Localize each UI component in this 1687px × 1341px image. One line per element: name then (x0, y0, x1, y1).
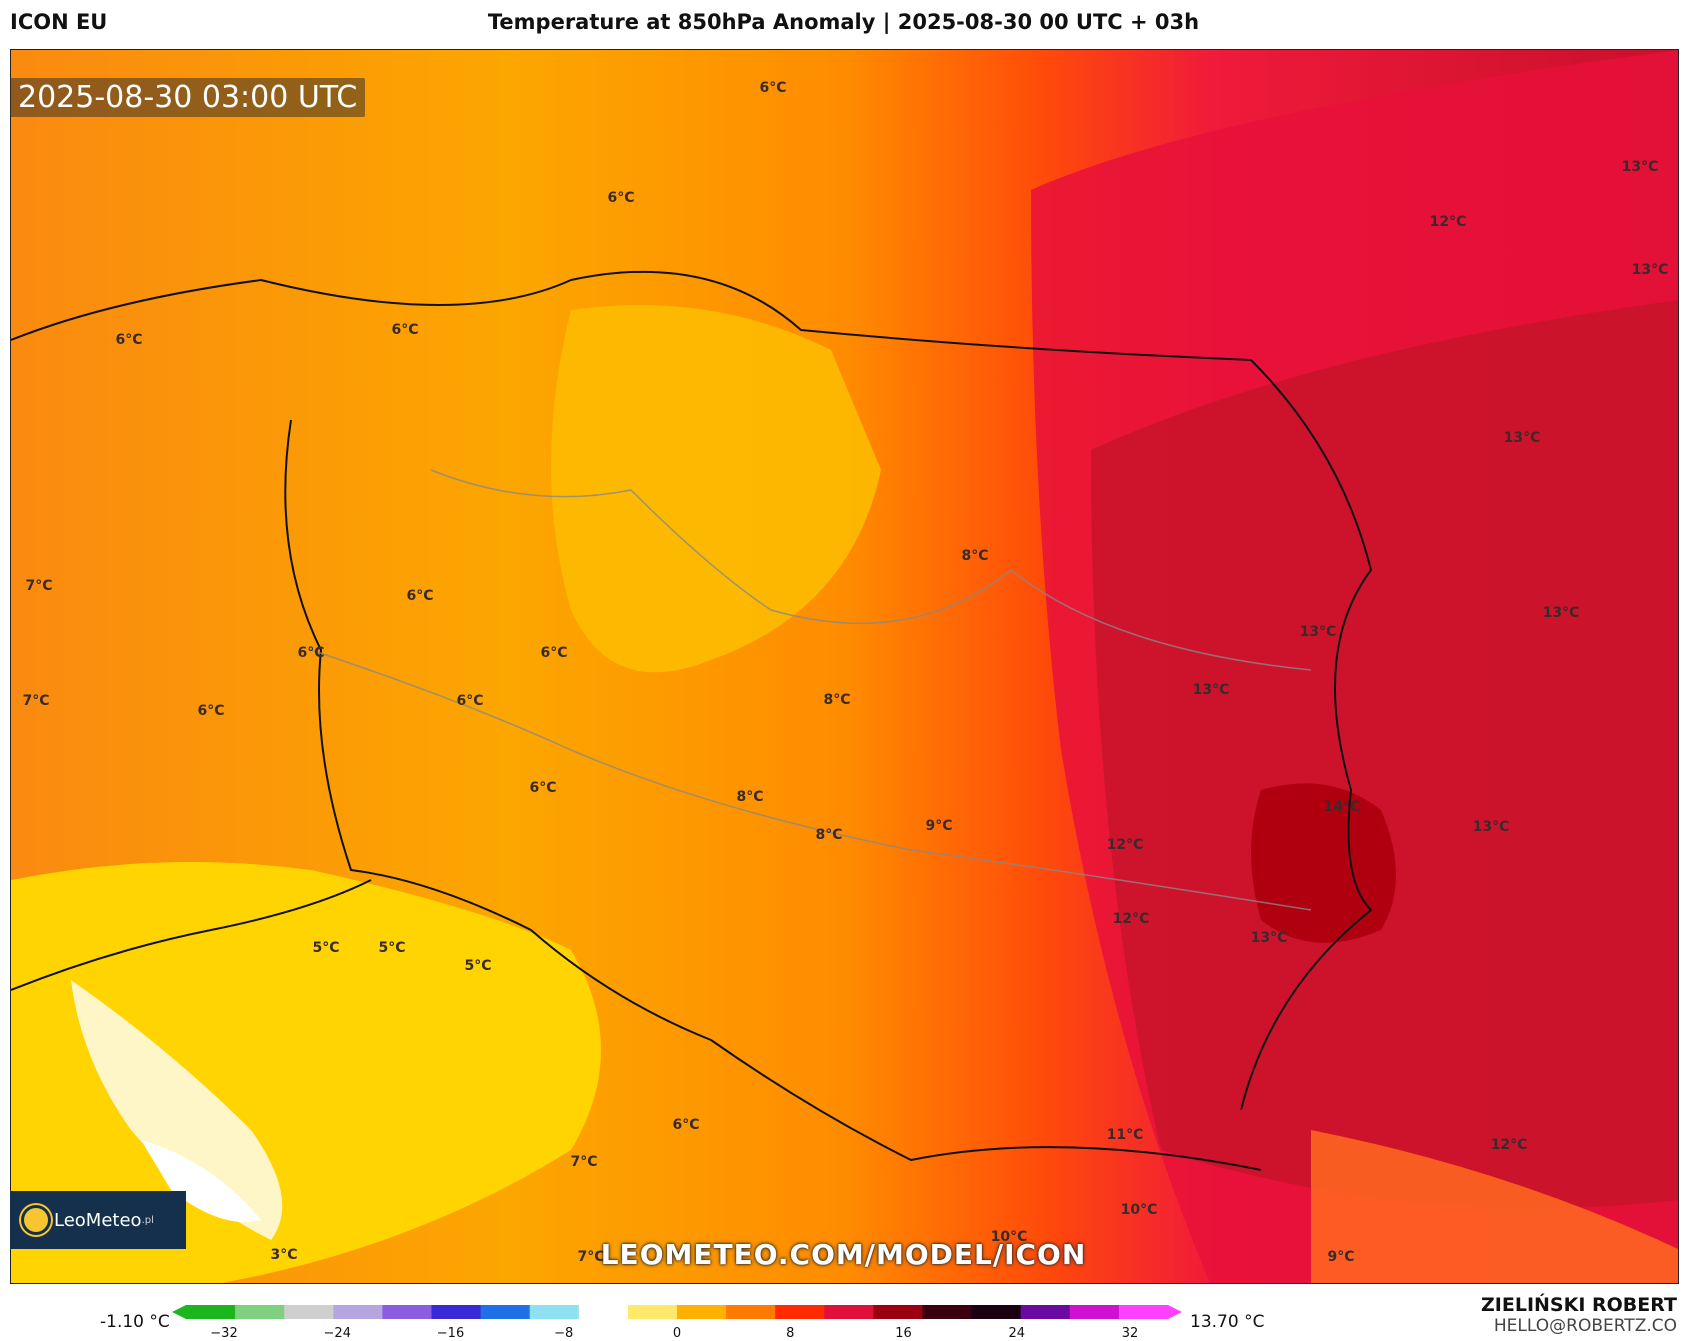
scale-tick-label: 24 (1008, 1326, 1026, 1341)
czech-border (11, 879, 372, 991)
leometeo-logo[interactable]: LeoMeteo .pl (10, 1191, 186, 1249)
scale-tick-label: 16 (895, 1326, 912, 1341)
logo-suffix: .pl (141, 1214, 154, 1226)
temp-label: 12°C (1106, 837, 1144, 853)
logo-text: LeoMeteo (54, 1209, 142, 1231)
temp-label: 12°C (1429, 214, 1467, 230)
scale-tick-label: −32 (210, 1326, 238, 1341)
scale-segment (235, 1305, 285, 1319)
temp-label: 6°C (672, 1117, 700, 1133)
scale-segment (578, 1305, 629, 1319)
temp-label: 13°C (1299, 624, 1337, 640)
temp-label: 13°C (1250, 930, 1288, 946)
scale-segment (529, 1305, 580, 1319)
sun-icon (24, 1208, 48, 1232)
scale-segment (726, 1305, 776, 1319)
temp-label: 5°C (378, 940, 406, 956)
temp-label: 6°C (540, 645, 568, 661)
temp-label: 7°C (570, 1154, 598, 1170)
temp-label: 12°C (1490, 1137, 1528, 1153)
scale-segment (382, 1305, 432, 1319)
temp-label: 13°C (1631, 262, 1669, 278)
scale-max-value: 13.70 °C (1190, 1312, 1265, 1332)
temp-label: 14°C (1323, 799, 1361, 815)
temp-label: 8°C (823, 692, 851, 708)
temp-label: 10°C (990, 1229, 1028, 1245)
scale-segment (1069, 1305, 1120, 1319)
model-name: ICON EU (10, 10, 108, 34)
scale-segment (1020, 1305, 1071, 1319)
scale-segment (873, 1305, 923, 1319)
valid-time-stamp: 2025-08-30 03:00 UTC (10, 78, 366, 117)
scale-tick-label: 32 (1121, 1326, 1139, 1341)
scale-tick-label: −24 (323, 1326, 351, 1341)
temp-label: 6°C (391, 322, 419, 338)
temp-label: 13°C (1503, 430, 1541, 446)
scale-tick-label: 8 (786, 1326, 795, 1341)
temp-label: 6°C (529, 780, 557, 796)
temp-label: 3°C (270, 1247, 298, 1263)
scale-segment (824, 1305, 874, 1319)
temp-label: 11°C (1106, 1127, 1144, 1143)
temp-label: 9°C (925, 818, 953, 834)
scale-segment (775, 1305, 825, 1319)
temp-label: 6°C (115, 332, 143, 348)
temp-label: 13°C (1542, 605, 1580, 621)
scale-segment (480, 1305, 531, 1319)
hot-core-14c (1251, 783, 1396, 943)
scale-segment (971, 1305, 1022, 1319)
temp-label: 9°C (1327, 1249, 1355, 1265)
color-scale-bar (172, 1305, 1182, 1319)
temp-label: 12°C (1112, 911, 1150, 927)
temp-label: 13°C (1192, 682, 1230, 698)
scale-tick-label: −8 (554, 1326, 574, 1341)
temp-label: 5°C (464, 958, 492, 974)
hot-zone-crimson (1091, 300, 1678, 1209)
author-email: HELLO@ROBERTZ.CO (1493, 1316, 1677, 1336)
map-canvas (11, 50, 1678, 1283)
scale-tick-label: 0 (672, 1326, 682, 1341)
scale-segment (431, 1305, 482, 1319)
poland-border-east (1240, 359, 1373, 1111)
temp-label: 13°C (1621, 159, 1659, 175)
temp-label: 10°C (1120, 1202, 1158, 1218)
scale-segment (186, 1305, 236, 1319)
baltic-coastline (11, 270, 1252, 361)
temp-label: 8°C (815, 827, 843, 843)
cool-zone-white (141, 1140, 261, 1222)
watermark-url: LEOMETEO.COM/MODEL/ICON (600, 1238, 1087, 1271)
temp-label: 6°C (297, 645, 325, 661)
admin-borders (310, 469, 1312, 911)
scale-segment (677, 1305, 727, 1319)
temp-label: 13°C (1472, 819, 1510, 835)
temp-label: 7°C (577, 1249, 605, 1265)
scale-segment (922, 1305, 973, 1319)
scale-min-value: -1.10 °C (100, 1312, 170, 1332)
temp-label: 7°C (22, 693, 50, 709)
temp-label: 6°C (759, 80, 787, 96)
temp-label: 6°C (607, 190, 635, 206)
scale-segment (333, 1305, 383, 1319)
cooler-southeast (1311, 1130, 1678, 1283)
temp-label: 8°C (736, 789, 764, 805)
temperature-anomaly-map[interactable]: 6°C 6°C 6°C 6°C 6°C 6°C 6°C 6°C 6°C 6°C … (10, 49, 1679, 1284)
author-name: ZIELIŃSKI ROBERT (1481, 1294, 1677, 1316)
scale-segment (627, 1305, 678, 1319)
temp-label: 6°C (406, 588, 434, 604)
scale-arrow-max (1168, 1305, 1182, 1319)
temp-label: 6°C (456, 693, 484, 709)
map-title: Temperature at 850hPa Anomaly | 2025-08-… (487, 10, 1200, 34)
scale-segment (1118, 1305, 1169, 1319)
poland-border-south (284, 419, 1262, 1171)
scale-tick-label: −16 (436, 1326, 465, 1341)
temp-label: 5°C (312, 940, 340, 956)
cool-zone-yellow (11, 862, 601, 1283)
temp-label: 6°C (197, 703, 225, 719)
temp-label: 7°C (25, 578, 53, 594)
cool-zone-pale (71, 980, 283, 1240)
scale-arrow-min (172, 1305, 186, 1319)
temp-label: 8°C (961, 548, 989, 564)
warm-zone-yellow (551, 305, 881, 673)
scale-segment (284, 1305, 334, 1319)
